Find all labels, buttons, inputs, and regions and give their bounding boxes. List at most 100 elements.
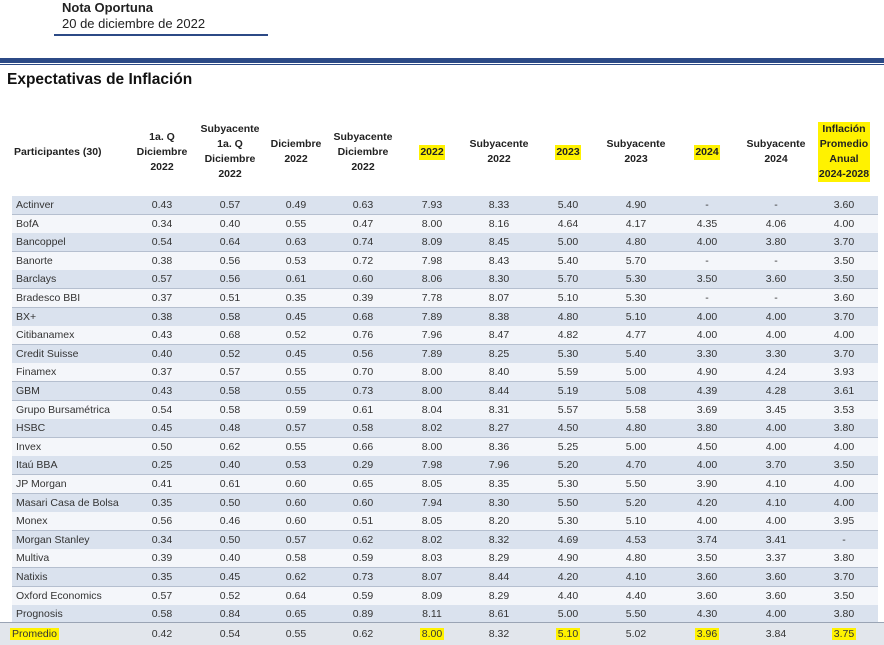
- table-cell: 8.27: [488, 422, 510, 435]
- column-header-label: Diciembre 2022: [270, 138, 322, 165]
- table-row: BofA 0.34 0.40 0.55 0.47 8.00 8.16 4.64 4.17 4.35…: [12, 214, 878, 233]
- participant-name: Citibanamex: [16, 329, 75, 342]
- table-cell: 8.00: [421, 217, 443, 230]
- row-divider: [12, 455, 878, 457]
- table-cell: 0.57: [219, 199, 241, 211]
- table-row: Credit Suisse 0.40 0.52 0.45 0.56 7.89 8.25 5.3…: [12, 344, 878, 363]
- table-cell: 0.40: [151, 347, 173, 360]
- average-value: 0.62: [352, 628, 374, 640]
- row-divider: [12, 344, 878, 346]
- table-cell: 3.80: [833, 422, 855, 435]
- table-cell: 8.38: [488, 310, 510, 323]
- table-cell: 4.24: [765, 366, 787, 379]
- table-cell: 3.60: [765, 571, 787, 583]
- table-cell: 7.96: [488, 459, 510, 472]
- row-divider: [12, 418, 878, 420]
- report-title: Nota Oportuna: [62, 0, 153, 15]
- table-cell: 0.38: [151, 254, 173, 267]
- row-divider: [12, 437, 878, 439]
- column-header-label: 1a. Q Diciembre 2022: [136, 130, 188, 173]
- table-cell: 0.53: [285, 254, 307, 267]
- table-cell: 4.69: [557, 533, 579, 546]
- table-cell: 7.98: [421, 459, 443, 472]
- table-row: Itaú BBA 0.25 0.40 0.53 0.29 7.98 7.96 5.20 4.70…: [12, 456, 878, 475]
- table-cell: 7.78: [421, 292, 443, 304]
- table-cell: 3.70: [765, 459, 787, 472]
- table-cell: 4.00: [696, 459, 718, 472]
- table-cell: 3.61: [833, 385, 855, 397]
- table-cell: 8.40: [488, 366, 510, 379]
- participant-name: Natixis: [16, 571, 48, 583]
- table-cell: 0.35: [151, 571, 173, 583]
- row-divider: [12, 530, 878, 532]
- table-cell: 3.74: [696, 533, 718, 546]
- table-cell: 0.61: [352, 403, 374, 416]
- table-cell: 3.50: [696, 552, 718, 565]
- table-cell: 0.64: [219, 236, 241, 249]
- table-cell: 4.10: [765, 478, 787, 490]
- table-cell: 0.68: [219, 329, 241, 342]
- participant-name: Invex: [16, 440, 42, 453]
- row-divider: [12, 586, 878, 587]
- column-header-4: Subyacente Diciembre 2022: [324, 112, 402, 192]
- column-header-label: Subyacente 2022: [469, 138, 529, 165]
- table-cell: 0.47: [352, 217, 374, 230]
- table-cell: 4.00: [833, 496, 855, 509]
- table-cell: 0.55: [285, 366, 307, 379]
- table-cell: 0.56: [219, 273, 241, 286]
- table-cell: 3.80: [833, 552, 855, 565]
- average-value: 0.42: [151, 628, 173, 640]
- table-cell: 0.66: [352, 440, 374, 453]
- table-cell: 0.43: [151, 199, 173, 211]
- table-row: Invex 0.50 0.62 0.55 0.66 8.00 8.36 5.25 5.00 4.5…: [12, 437, 878, 456]
- table-cell: 3.60: [833, 199, 855, 211]
- participant-name: JP Morgan: [16, 478, 67, 490]
- row-divider: [12, 474, 878, 476]
- table-cell: 8.61: [488, 608, 510, 621]
- row-divider: [12, 362, 878, 364]
- average-value: 0.54: [219, 628, 241, 640]
- table-cell: 0.57: [219, 366, 241, 379]
- average-label: Promedio: [10, 625, 130, 643]
- table-cell: 5.59: [557, 366, 579, 379]
- table-cell: 5.10: [625, 310, 647, 323]
- table-cell: 0.55: [285, 217, 307, 230]
- table-cell: 8.29: [488, 589, 510, 602]
- table-cell: 3.70: [833, 310, 855, 323]
- table-cell: 8.07: [488, 292, 510, 304]
- table-cell: 4.00: [696, 236, 718, 249]
- table-cell: 8.00: [421, 440, 443, 453]
- column-header-label: Subyacente 1a. Q Diciembre 2022: [200, 123, 260, 180]
- table-cell: 0.45: [285, 347, 307, 360]
- table-cell: 8.00: [421, 385, 443, 397]
- table-row: Bancoppel 0.54 0.64 0.63 0.74 8.09 8.45 5.00 4.8…: [12, 233, 878, 252]
- table-cell: 0.46: [219, 515, 241, 528]
- table-row: Bradesco BBI 0.37 0.51 0.35 0.39 7.78 8.07 5.10…: [12, 289, 878, 307]
- participant-name: Finamex: [16, 366, 57, 379]
- table-cell: 5.50: [625, 478, 647, 490]
- table-cell: 3.60: [696, 589, 718, 602]
- row-divider: [12, 567, 878, 569]
- table-cell: 0.56: [219, 254, 241, 267]
- table-row: HSBC 0.45 0.48 0.57 0.58 8.02 8.27 4.50 4.80 3.80…: [12, 419, 878, 438]
- table-cell: 4.53: [625, 533, 647, 546]
- average-value: 3.75: [831, 628, 857, 640]
- average-value: 8.32: [488, 628, 510, 640]
- table-cell: 4.00: [833, 217, 855, 230]
- table-cell: 4.30: [696, 608, 718, 621]
- table-row: GBM 0.43 0.58 0.55 0.73 8.00 8.44 5.19 5.08 4.39 4…: [12, 382, 878, 400]
- report-date: 20 de diciembre de 2022: [62, 16, 206, 31]
- table-cell: 3.50: [696, 273, 718, 286]
- table-cell: 7.89: [421, 310, 443, 323]
- table-cell: 0.57: [151, 589, 173, 602]
- participant-name: Bancoppel: [16, 236, 66, 249]
- participant-name: Grupo Bursamétrica: [16, 403, 110, 416]
- table-cell: 0.41: [151, 478, 173, 490]
- column-header-2: Subyacente 1a. Q Diciembre 2022: [192, 112, 268, 192]
- average-cell: 0.54: [200, 625, 260, 643]
- participant-name: BofA: [16, 217, 39, 230]
- table-cell: 5.40: [557, 199, 579, 211]
- table-cell: 0.58: [151, 608, 173, 621]
- table-cell: 0.60: [352, 273, 374, 286]
- row-divider: [12, 288, 878, 290]
